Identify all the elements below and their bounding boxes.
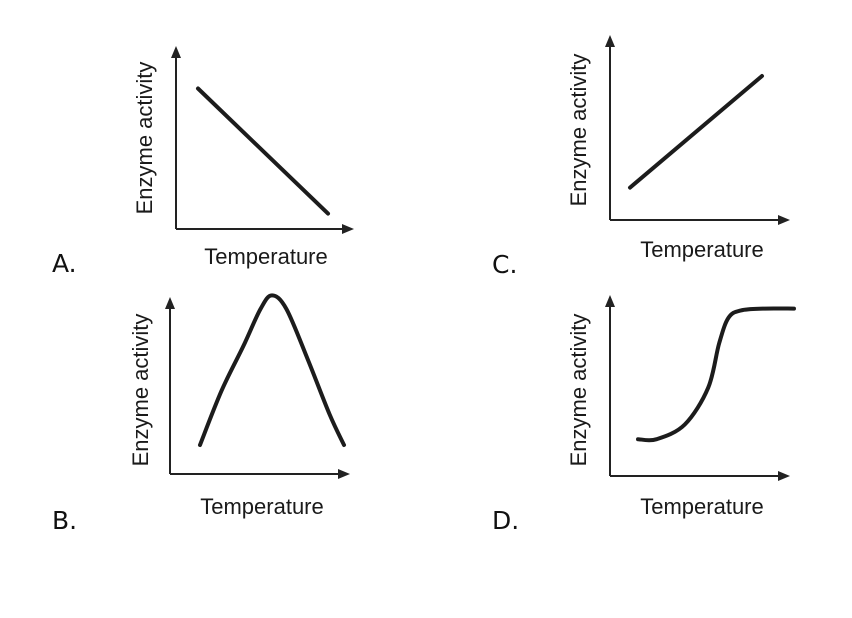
- y-axis-label-d: Enzyme activity: [566, 314, 591, 467]
- option-label-a: A.: [52, 249, 77, 278]
- data-line-d: [636, 306, 796, 443]
- x-axis-arrow-b: [338, 469, 350, 479]
- y-axis-arrow-c: [605, 35, 615, 47]
- y-axis-arrow-b: [165, 297, 175, 309]
- y-axis-arrow-a: [171, 46, 181, 58]
- data-line-a: [196, 86, 330, 216]
- chart-panel-c: C. Enzyme activity Temperature: [492, 35, 790, 279]
- x-axis-label-c: Temperature: [640, 237, 764, 262]
- y-axis-label-b: Enzyme activity: [128, 314, 153, 467]
- data-line-c: [628, 74, 764, 190]
- y-axis-arrow-d: [605, 295, 615, 307]
- x-axis-arrow-a: [342, 224, 354, 234]
- chart-panel-b: B. Enzyme activity Temperature: [52, 293, 350, 535]
- option-label-d: D.: [492, 506, 519, 535]
- x-axis-arrow-d: [778, 471, 790, 481]
- chart-panel-d: D. Enzyme activity Temperature: [492, 295, 796, 535]
- chart-panel-a: A. Enzyme activity Temperature: [52, 46, 354, 278]
- data-line-b: [198, 293, 346, 447]
- option-label-c: C.: [492, 250, 517, 279]
- x-axis-label-a: Temperature: [204, 244, 328, 269]
- x-axis-label-d: Temperature: [640, 494, 764, 519]
- x-axis-arrow-c: [778, 215, 790, 225]
- y-axis-label-c: Enzyme activity: [566, 54, 591, 207]
- y-axis-label-a: Enzyme activity: [132, 62, 157, 215]
- option-label-b: B.: [52, 506, 77, 535]
- x-axis-label-b: Temperature: [200, 494, 324, 519]
